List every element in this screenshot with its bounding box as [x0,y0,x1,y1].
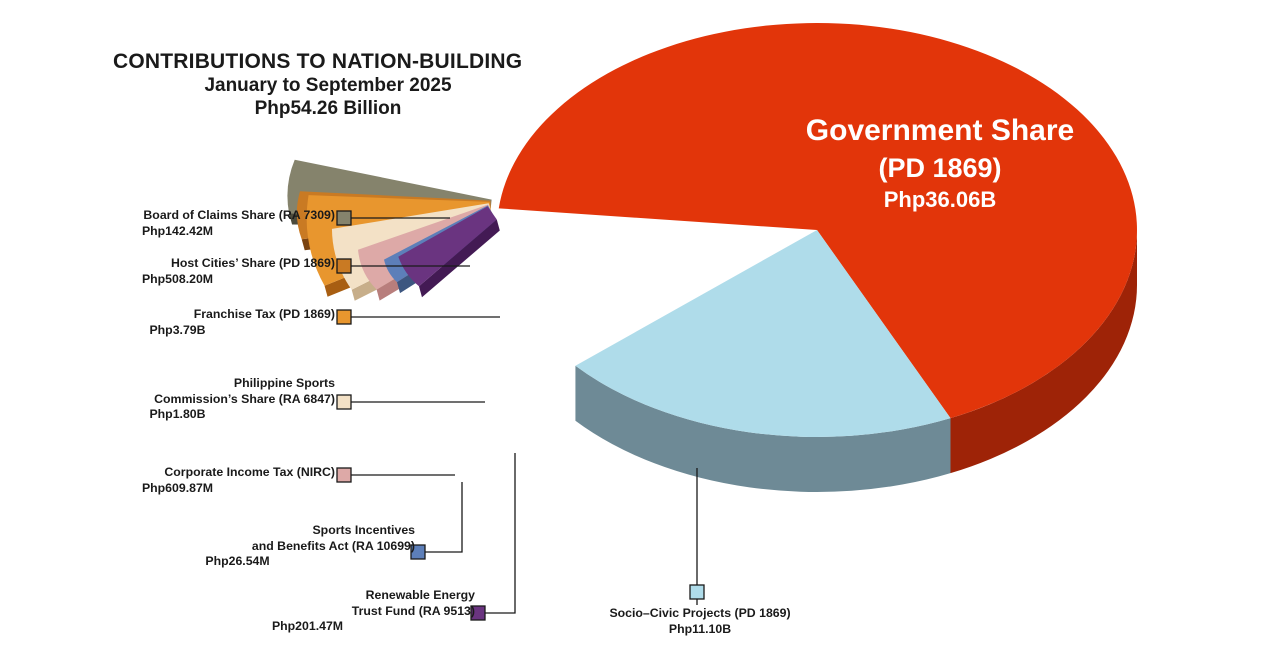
svg-text:Php36.06B: Php36.06B [884,187,997,212]
svg-text:(PD 1869): (PD 1869) [878,153,1001,183]
svg-text:Government Share: Government Share [806,114,1074,147]
